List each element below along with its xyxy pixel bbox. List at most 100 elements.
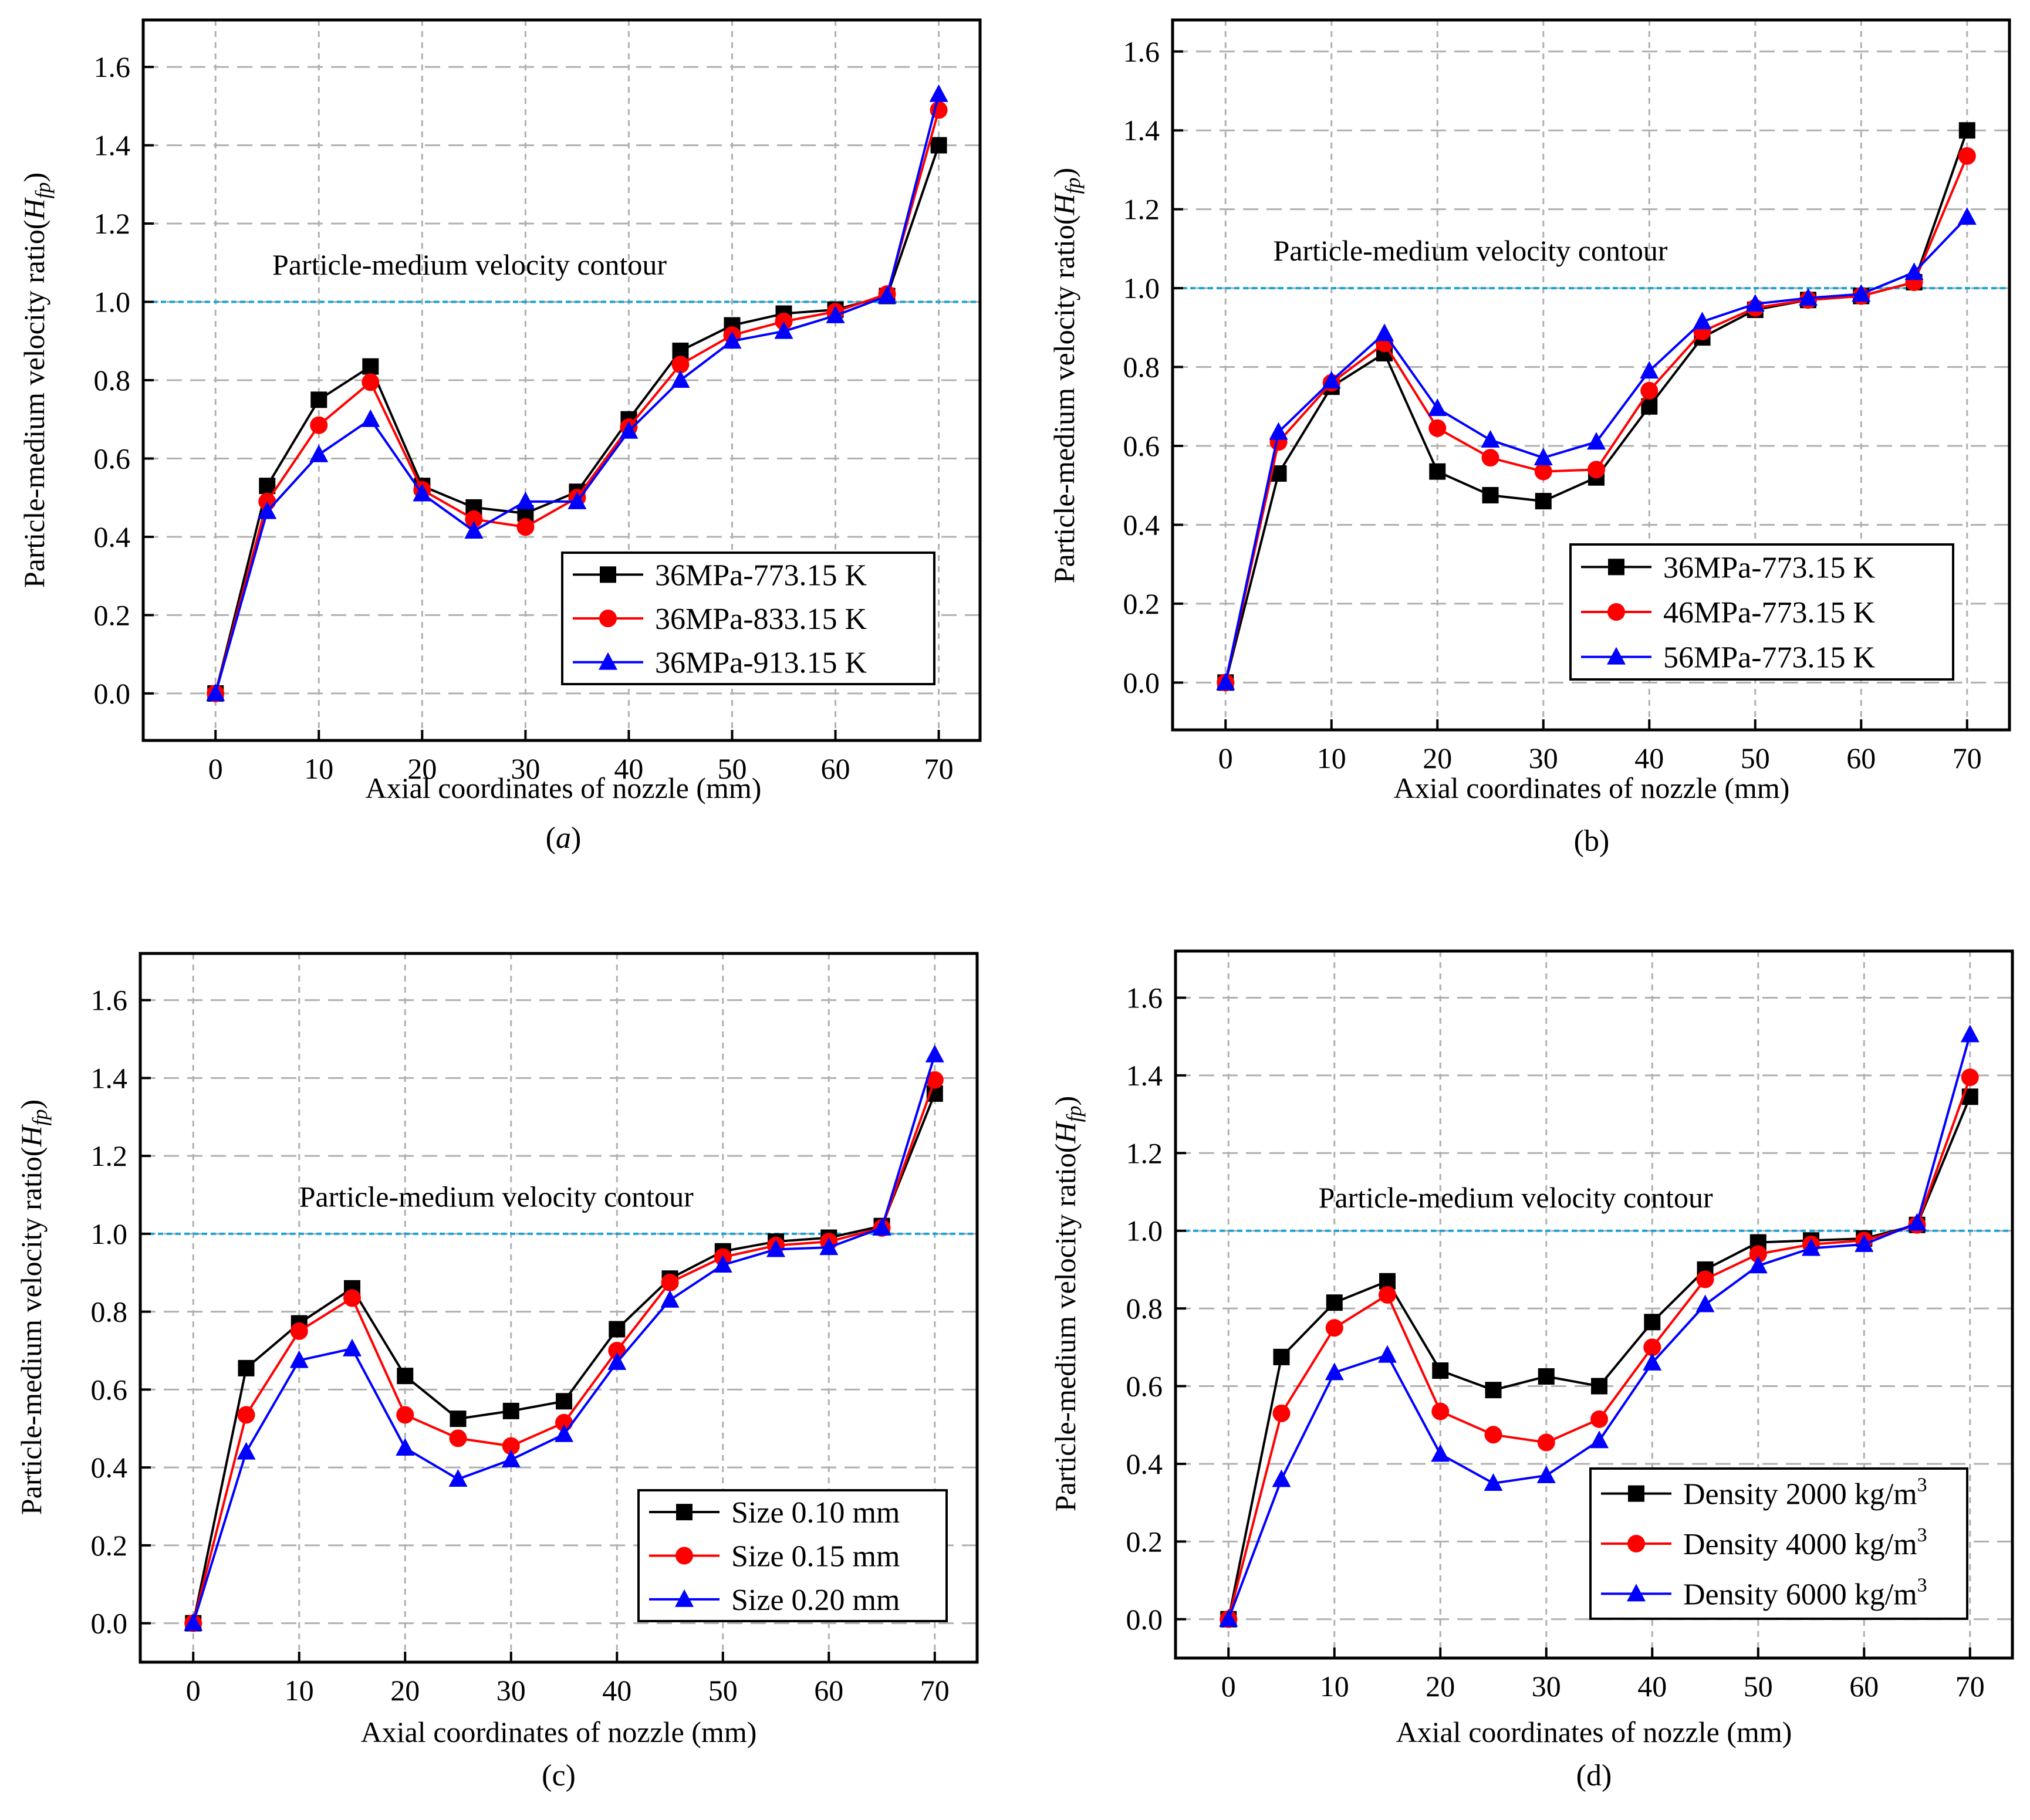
y-tick-label: 1.0 xyxy=(94,286,131,319)
data-point xyxy=(619,421,639,439)
x-tick-label: 20 xyxy=(1426,1670,1455,1703)
data-point xyxy=(556,1393,573,1410)
x-tick-label: 70 xyxy=(1955,1670,1985,1703)
data-point xyxy=(1272,1469,1291,1487)
data-point xyxy=(362,373,380,391)
legend-marker xyxy=(600,566,616,583)
y-tick-label: 0.6 xyxy=(1123,429,1160,462)
y-tick-label: 0.2 xyxy=(94,598,131,631)
legend-marker xyxy=(1608,559,1624,576)
data-point xyxy=(1534,448,1553,466)
data-point xyxy=(1432,1362,1449,1379)
data-point xyxy=(926,1071,944,1089)
data-point xyxy=(1428,398,1447,417)
panel-b: Particle-medium velocity contour 0 10 20 30 4… xyxy=(1048,18,2011,858)
data-point xyxy=(1429,463,1446,480)
data-point xyxy=(310,416,328,434)
data-point xyxy=(516,491,535,509)
legend-marker xyxy=(1607,603,1625,621)
y-tick-label: 0.4 xyxy=(94,520,131,553)
data-point xyxy=(1269,422,1288,440)
data-point xyxy=(450,1410,467,1427)
data-point xyxy=(1219,1609,1238,1627)
y-tick-label: 1.4 xyxy=(91,1061,128,1094)
y-tick-label: 1.4 xyxy=(94,129,131,162)
data-point xyxy=(1587,461,1606,479)
data-point xyxy=(1745,294,1765,312)
data-point xyxy=(1484,1426,1502,1444)
y-tick-label: 1.6 xyxy=(94,50,131,83)
data-point xyxy=(1693,312,1712,330)
data-point xyxy=(925,1044,944,1063)
data-point xyxy=(1590,1410,1609,1428)
legend-label: 46MPa-773.15 K xyxy=(1663,596,1876,630)
y-tick-label: 1.2 xyxy=(1126,1136,1163,1169)
caption-d: (d) xyxy=(1576,1759,1612,1792)
y-tick-label: 0.2 xyxy=(91,1529,128,1562)
data-point xyxy=(1643,1352,1662,1371)
x-tick-label: 50 xyxy=(717,752,747,785)
data-point xyxy=(1643,1338,1661,1356)
data-point xyxy=(930,137,947,154)
y-tick-label: 1.2 xyxy=(94,207,131,240)
data-point xyxy=(1378,1345,1397,1363)
x-tick-label: 30 xyxy=(496,1674,526,1707)
x-tick-label: 30 xyxy=(1532,1670,1561,1703)
data-point xyxy=(1591,1378,1608,1395)
y-tick-label: 1.4 xyxy=(1126,1059,1163,1092)
data-point xyxy=(289,1350,309,1368)
legend-marker xyxy=(1628,1485,1644,1502)
series-c-1 xyxy=(184,1071,944,1632)
data-point xyxy=(774,321,793,339)
data-point xyxy=(184,1613,203,1631)
data-point xyxy=(343,1338,362,1356)
legend-label: Size 0.20 mm xyxy=(731,1584,900,1617)
reference-label-a: Particle-medium velocity contour xyxy=(272,248,667,281)
y-tick-label: 0.4 xyxy=(1126,1447,1163,1480)
data-point xyxy=(1485,1382,1502,1399)
data-point xyxy=(607,1352,627,1370)
y-tick-label: 0.6 xyxy=(1126,1370,1163,1403)
x-tick-label: 10 xyxy=(304,752,333,785)
y-tick-label: 1.6 xyxy=(91,984,128,1017)
x-axis-title-b: Axial coordinates of nozzle (mm) xyxy=(1394,772,1790,804)
data-point xyxy=(1325,1319,1343,1337)
data-point xyxy=(819,1237,839,1256)
x-axis-title-d: Axial coordinates of nozzle (mm) xyxy=(1396,1716,1792,1748)
legend-c: Size 0.10 mm Size 0.15 mm Size 0.20 mm xyxy=(637,1489,948,1622)
series-a-2 xyxy=(206,84,948,701)
data-point xyxy=(310,391,327,408)
y-tick-label: 0.4 xyxy=(91,1451,128,1484)
legend-d: Density 2000 kg/m3 Density 4000 kg/m3 Dens… xyxy=(1589,1467,1968,1620)
caption-b: (b) xyxy=(1574,824,1610,858)
data-point xyxy=(1644,1314,1661,1331)
data-point xyxy=(1907,1213,1927,1231)
data-point xyxy=(722,331,742,349)
legend-label: Density 2000 kg/m3 xyxy=(1683,1474,1927,1511)
legend-label: Density 4000 kg/m3 xyxy=(1683,1524,1927,1561)
y-tick-label: 1.6 xyxy=(1126,981,1163,1014)
y-axis-title-b: Particle-medium velocity ratio(Hfp) xyxy=(1048,168,1085,583)
data-point xyxy=(361,409,380,427)
legend-label: Size 0.15 mm xyxy=(731,1540,900,1574)
legend-marker xyxy=(599,652,617,670)
data-point xyxy=(1958,147,1976,165)
data-point xyxy=(206,683,225,701)
data-point xyxy=(501,1449,521,1467)
x-tick-label: 50 xyxy=(1741,742,1770,774)
data-point xyxy=(929,84,948,102)
data-point xyxy=(1273,1348,1290,1365)
y-tick-label: 1.0 xyxy=(1123,272,1160,305)
data-point xyxy=(290,1322,308,1340)
x-tick-label: 0 xyxy=(208,752,223,785)
y-tick-label: 0.8 xyxy=(94,364,131,397)
series-d-0 xyxy=(1220,1088,1978,1628)
data-point xyxy=(1481,429,1500,448)
data-point xyxy=(238,1359,255,1376)
data-point xyxy=(449,1429,467,1447)
data-point xyxy=(555,1424,574,1442)
y-tick-label: 0.4 xyxy=(1123,508,1160,541)
ticks-b: 0 10 20 30 40 50 60 70 0.0 0.2 0.4 0.6 0.8 1.0 1.2 1.4 1… xyxy=(1123,35,1982,774)
reference-label-c: Particle-medium velocity contour xyxy=(299,1180,694,1213)
data-point xyxy=(1535,493,1552,510)
